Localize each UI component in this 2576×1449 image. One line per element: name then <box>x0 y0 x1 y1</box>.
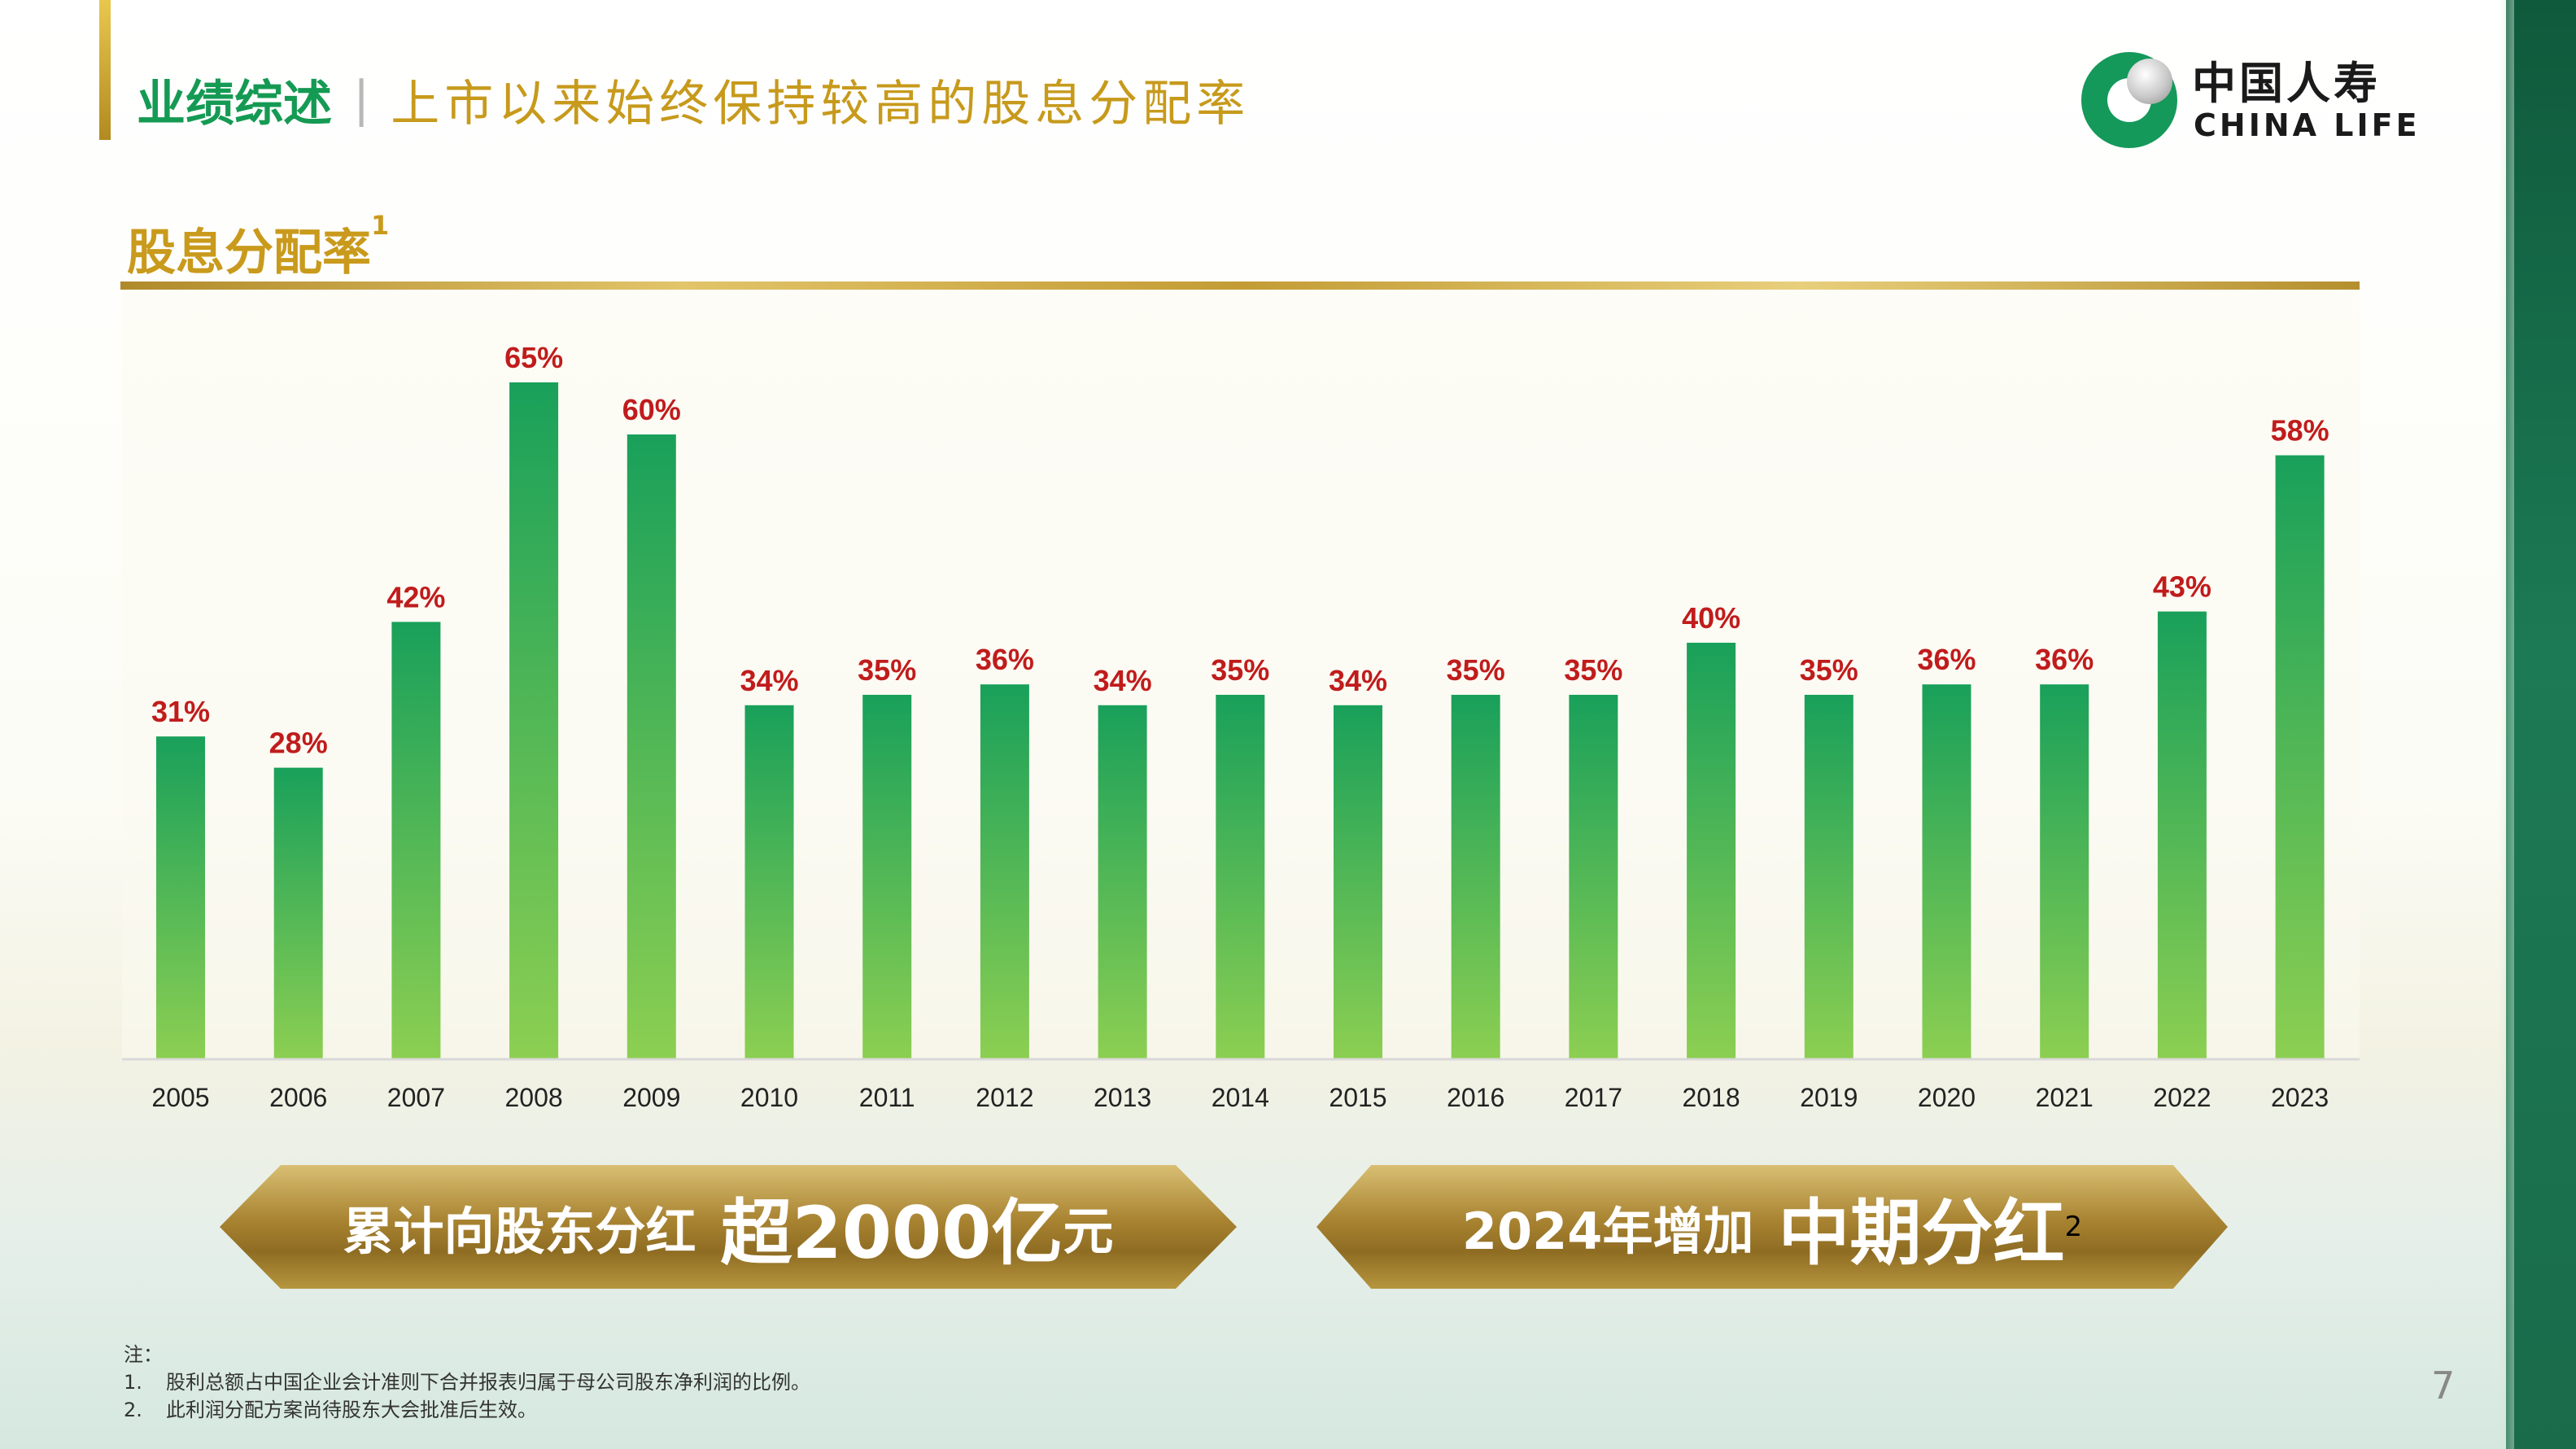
note-number: 2. <box>124 1399 142 1421</box>
bar-2007 <box>391 622 441 1059</box>
note-text: 股利总额占中国企业会计准则下合并报表归属于母公司股东净利润的比例。 <box>166 1371 810 1394</box>
data-label-2021: 36% <box>2035 643 2094 676</box>
page-title: 业绩综述 | 上市以来始终保持较高的股息分配率 <box>137 67 1251 133</box>
x-tick-label-2018: 2018 <box>1683 1083 1740 1112</box>
bar-2009 <box>627 434 676 1059</box>
data-label-2006: 28% <box>269 727 328 760</box>
x-tick-label-2012: 2012 <box>976 1083 1033 1112</box>
banner-2-footnote-mark: 2 <box>2064 1211 2083 1243</box>
data-label-2014: 35% <box>1211 653 1269 687</box>
bar-2018 <box>1687 643 1736 1059</box>
x-tick-label-2016: 2016 <box>1447 1083 1504 1112</box>
x-tick-label-2006: 2006 <box>269 1083 327 1112</box>
data-label-2015: 34% <box>1329 664 1387 697</box>
data-label-2013: 34% <box>1094 664 1152 697</box>
x-tick-label-2023: 2023 <box>2271 1083 2329 1112</box>
bar-2020 <box>1922 684 1971 1059</box>
banner-interim-dividend: 2024年增加 中期分红 2 <box>1316 1165 2228 1289</box>
note-item: 1. 股利总额占中国企业会计准则下合并报表归属于母公司股东净利润的比例。 <box>124 1368 810 1396</box>
bar-2014 <box>1216 695 1265 1059</box>
data-label-2016: 35% <box>1447 653 1505 687</box>
x-tick-label-2019: 2019 <box>1800 1083 1858 1112</box>
note-number: 1. <box>124 1371 142 1394</box>
data-label-2023: 58% <box>2271 414 2329 447</box>
bar-2012 <box>980 684 1029 1059</box>
x-tick-label-2020: 2020 <box>1918 1083 1976 1112</box>
data-label-2008: 65% <box>504 341 563 374</box>
banner-1-text: 累计向股东分红 <box>343 1202 696 1261</box>
bar-2013 <box>1098 705 1147 1059</box>
bar-2011 <box>862 695 912 1059</box>
title-main: 业绩综述 <box>137 75 332 133</box>
note-item: 2. 此利润分配方案尚待股东大会批准后生效。 <box>124 1396 810 1424</box>
data-label-2020: 36% <box>1917 643 1976 676</box>
x-tick-label-2015: 2015 <box>1329 1083 1386 1112</box>
footnotes: 注： 1. 股利总额占中国企业会计准则下合并报表归属于母公司股东净利润的比例。 2… <box>124 1341 810 1424</box>
logo-english-name: CHINA LIFE <box>2194 107 2421 143</box>
section-title-text: 股息分配率 <box>127 225 371 282</box>
x-tick-label-2021: 2021 <box>2036 1083 2094 1112</box>
notes-title: 注： <box>124 1343 163 1366</box>
data-label-2009: 60% <box>622 393 681 426</box>
data-label-2011: 35% <box>858 653 916 687</box>
bar-2006 <box>273 767 323 1059</box>
x-tick-label-2022: 2022 <box>2153 1083 2211 1112</box>
page-number: 7 <box>2431 1364 2456 1408</box>
section-footnote-mark: 1 <box>371 210 390 241</box>
bar-2021 <box>2040 684 2089 1059</box>
x-tick-label-2007: 2007 <box>387 1083 445 1112</box>
x-tick-label-2009: 2009 <box>622 1083 680 1112</box>
x-tick-label-2008: 2008 <box>505 1083 563 1112</box>
banner-2-text: 2024年增加 <box>1461 1202 1754 1261</box>
title-subtitle: 上市以来始终保持较高的股息分配率 <box>391 75 1251 133</box>
banner-cumulative-dividend: 累计向股东分红 超2000亿 元 <box>220 1165 1237 1289</box>
data-label-2005: 31% <box>151 695 210 728</box>
note-text: 此利润分配方案尚待股东大会批准后生效。 <box>166 1399 537 1421</box>
title-accent-bar <box>99 0 111 140</box>
title-separator: | <box>353 71 370 128</box>
data-label-2018: 40% <box>1682 601 1740 635</box>
bar-2022 <box>2157 611 2207 1059</box>
bar-2017 <box>1569 695 1618 1059</box>
logo-ball-icon <box>2127 59 2172 104</box>
data-label-2017: 35% <box>1564 653 1622 687</box>
bar-2015 <box>1334 705 1382 1059</box>
section-divider <box>120 282 2360 290</box>
x-tick-label-2013: 2013 <box>1094 1083 1151 1112</box>
bar-2005 <box>156 736 205 1059</box>
data-label-2012: 36% <box>976 643 1034 676</box>
china-life-logo: 中国人寿 CHINA LIFE <box>2081 47 2431 153</box>
data-label-2010: 34% <box>740 664 798 697</box>
banner-1-unit: 元 <box>1063 1202 1114 1261</box>
banner-2-highlight: 中期分红 <box>1778 1190 2065 1275</box>
bar-2010 <box>744 705 794 1059</box>
bar-2019 <box>1804 695 1853 1059</box>
x-tick-label-2005: 2005 <box>151 1083 209 1112</box>
bar-2016 <box>1451 695 1500 1059</box>
data-label-2022: 43% <box>2153 570 2211 604</box>
decorative-side-band <box>2498 0 2576 1449</box>
data-label-2019: 35% <box>1800 653 1858 687</box>
logo-chinese-name: 中国人寿 <box>2192 58 2381 109</box>
bar-2023 <box>2275 455 2325 1059</box>
x-tick-label-2011: 2011 <box>859 1083 915 1112</box>
x-tick-label-2010: 2010 <box>740 1083 798 1112</box>
data-label-2007: 42% <box>386 580 445 613</box>
banner-1-highlight: 超2000亿 <box>720 1190 1063 1275</box>
x-tick-label-2014: 2014 <box>1212 1083 1269 1112</box>
section-title: 股息分配率1 <box>127 210 390 284</box>
x-tick-label-2017: 2017 <box>1565 1083 1622 1112</box>
bar-2008 <box>509 382 559 1059</box>
